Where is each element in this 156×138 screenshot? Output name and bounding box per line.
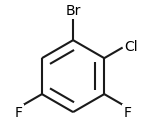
Text: Cl: Cl — [124, 40, 138, 54]
Text: Br: Br — [65, 4, 81, 18]
Text: F: F — [123, 106, 132, 120]
Text: F: F — [15, 106, 23, 120]
